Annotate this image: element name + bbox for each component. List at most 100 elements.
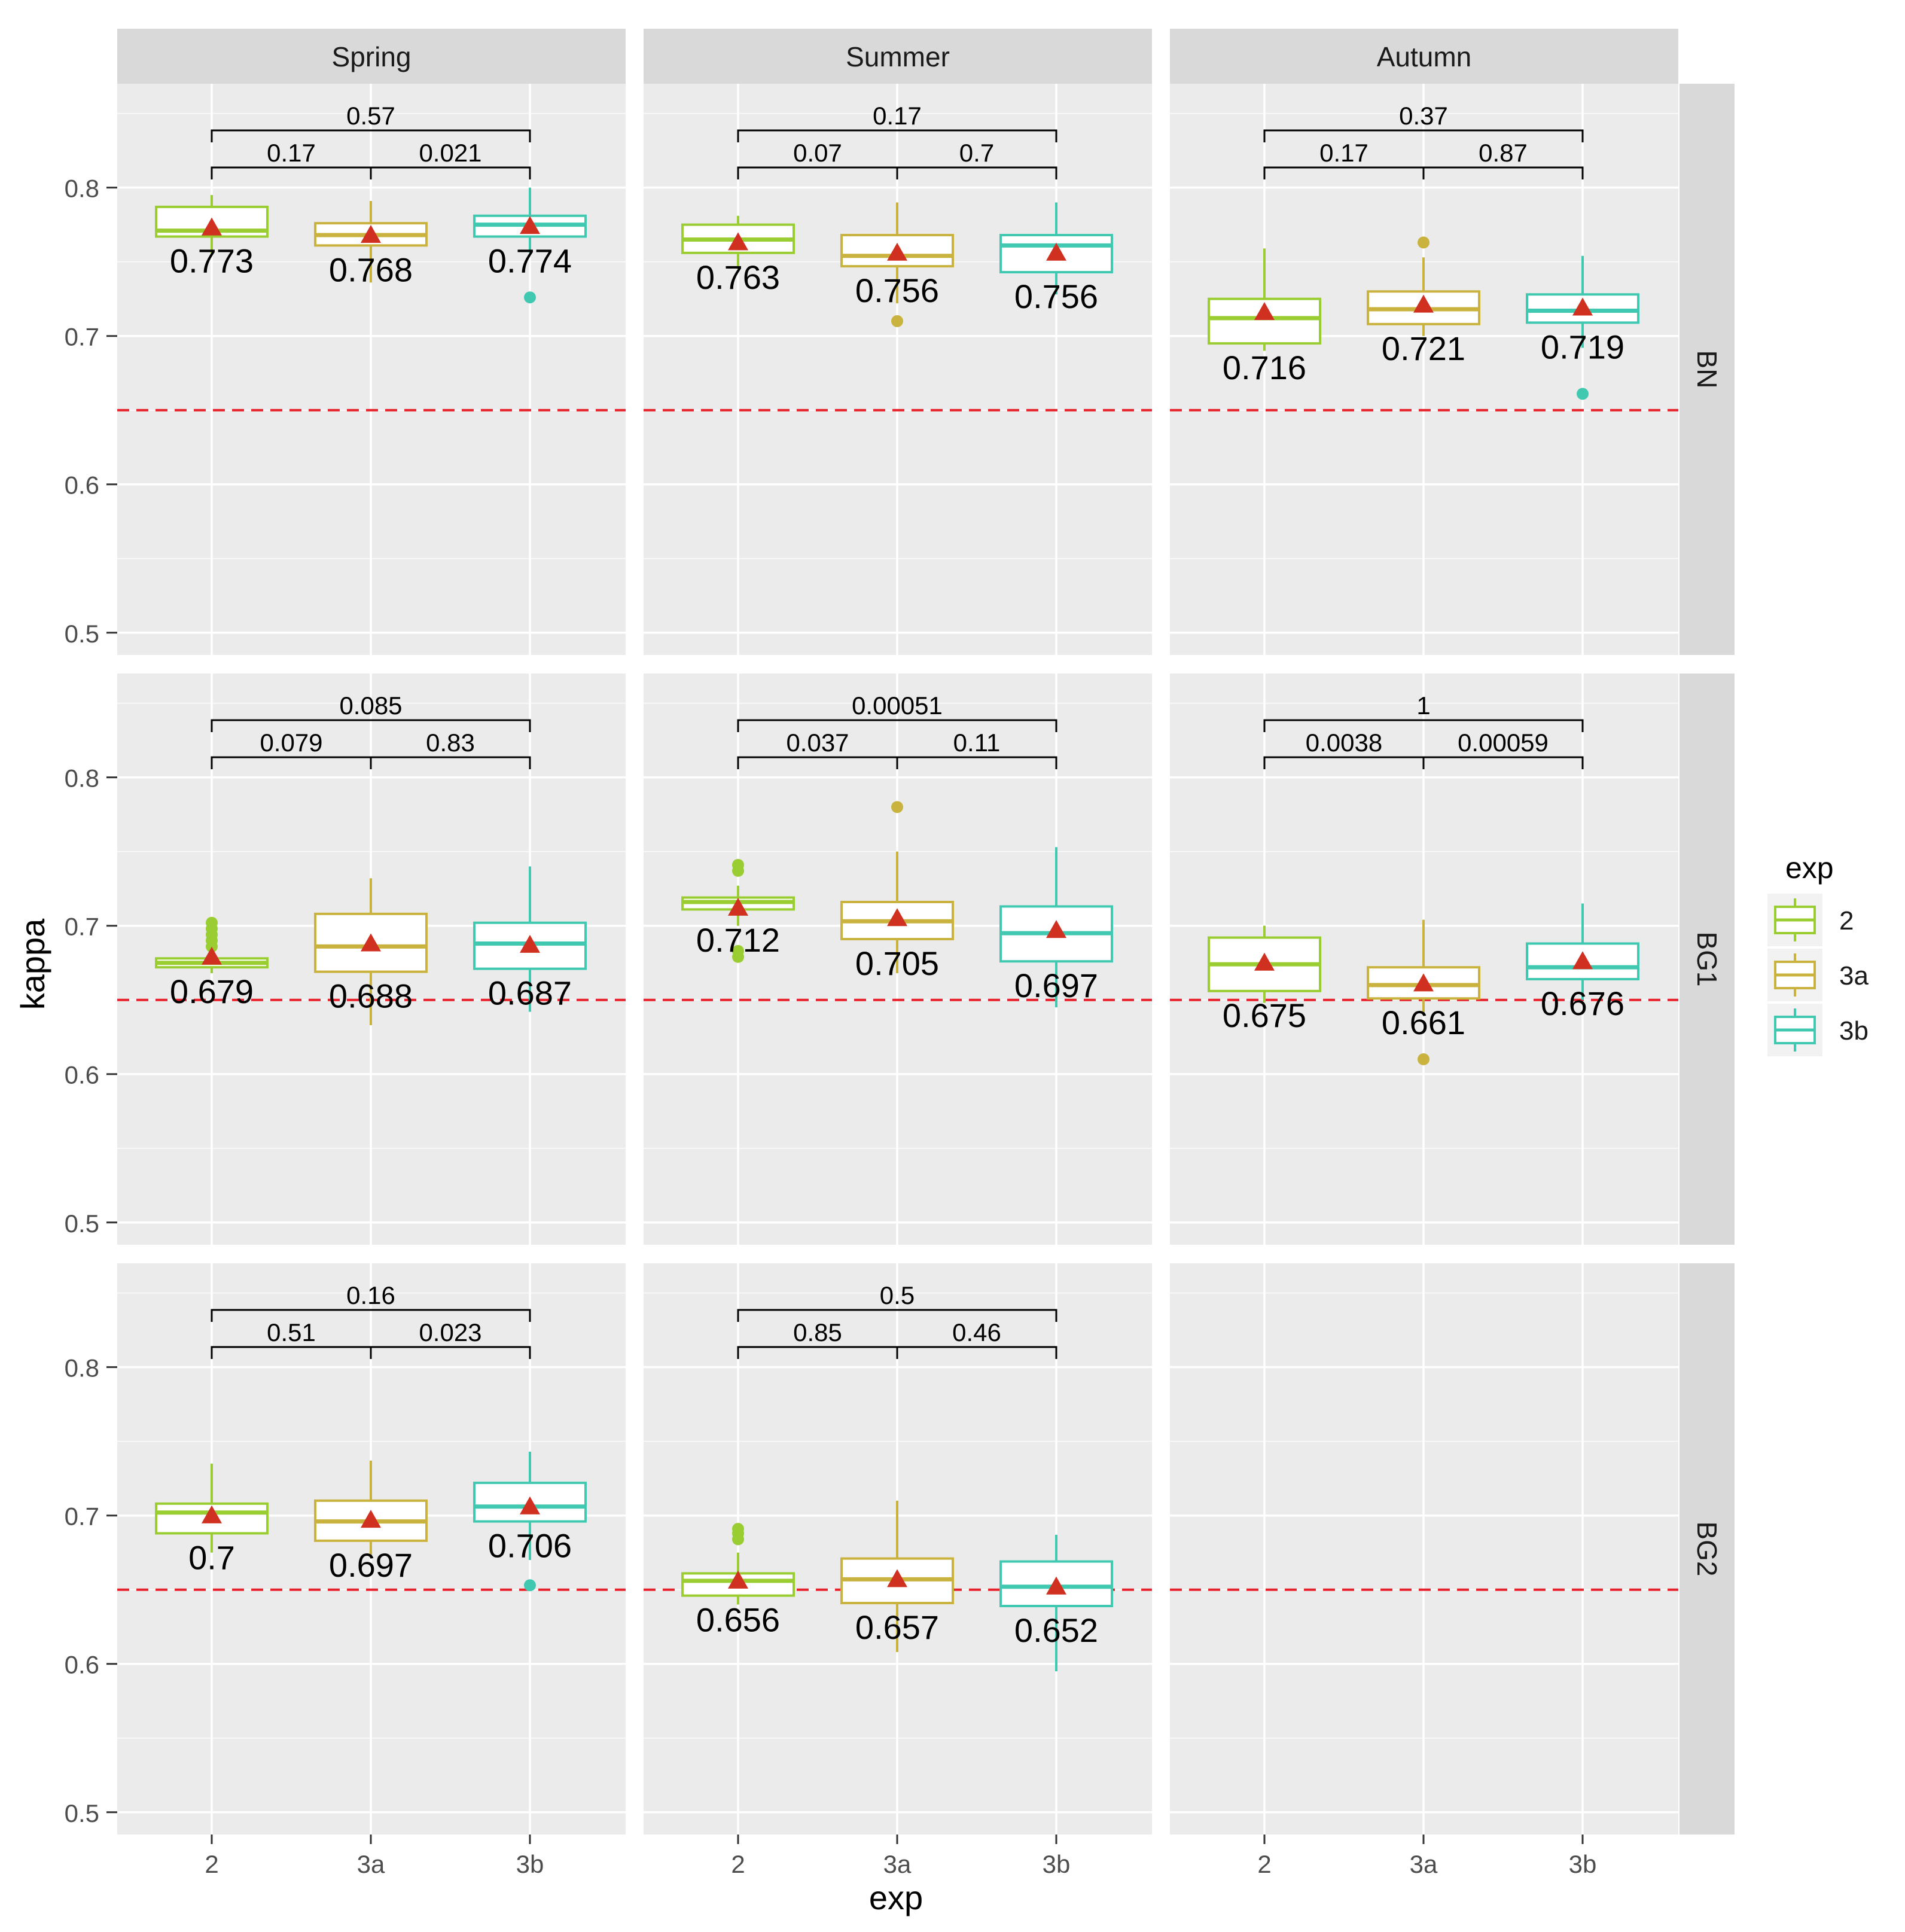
box-2: 0.716 [1208, 248, 1321, 386]
pvalue-3a-vs-3b: 0.023 [419, 1318, 481, 1346]
y-tick-label: 0.5 [65, 1209, 99, 1238]
y-tick-label: 0.6 [65, 471, 99, 499]
x-tick-label: 2 [731, 1850, 745, 1878]
outlier-point [891, 315, 903, 327]
pvalue-3a-vs-3b: 0.7 [959, 139, 994, 167]
mean-marker [1413, 973, 1434, 992]
x-tick-label: 3a [357, 1850, 385, 1878]
pvalue-3a-vs-3b: 0.11 [953, 729, 1001, 757]
pvalue-2-vs-3b: 0.57 [346, 102, 395, 130]
mean-marker [202, 1505, 222, 1523]
legend-title: exp [1785, 851, 1834, 885]
mean-marker [202, 217, 222, 236]
x-tick-label: 3b [1569, 1850, 1597, 1878]
x-axes: 2 3a 3b 2 3a 3b 2 3a 3b [205, 1835, 1596, 1878]
strip-summer [644, 29, 1152, 84]
box-2: 0.675 [1208, 925, 1321, 1034]
box-2: 0.773 [155, 195, 269, 279]
mean-label: 0.676 [1541, 985, 1624, 1022]
significance-brackets: 0.037 0.11 0.00051 [737, 691, 1057, 769]
box-3b: 0.774 [473, 187, 587, 304]
significance-brackets: 0.51 0.023 0.16 [211, 1281, 531, 1359]
bracket-upper [1263, 129, 1584, 142]
y-tick-label: 0.5 [65, 1799, 99, 1827]
pvalue-2-vs-3a: 0.85 [793, 1318, 842, 1346]
mean-marker [1413, 294, 1434, 313]
mean-marker [520, 216, 540, 234]
strip-bn [1680, 84, 1735, 655]
box-2: 0.656 [681, 1523, 795, 1639]
mean-label: 0.687 [488, 974, 572, 1012]
mean-label: 0.706 [488, 1527, 572, 1565]
box-3a: 0.721 [1367, 236, 1480, 367]
mean-marker [887, 1569, 907, 1587]
significance-brackets: 0.07 0.7 0.17 [737, 102, 1057, 179]
significance-brackets: 0.079 0.83 0.085 [211, 691, 531, 769]
box-3a: 0.705 [840, 801, 954, 982]
mean-marker [887, 242, 907, 261]
panel-bn-autumn: 0.716 0.721 0.719 0.17 0.87 0.37 [1170, 84, 1678, 655]
significance-brackets: 0.0038 0.00059 1 [1263, 691, 1584, 769]
pvalue-2-vs-3b: 0.00051 [852, 691, 943, 720]
strip-label-autumn: Autumn [1377, 41, 1472, 72]
x-tick-label: 3a [883, 1850, 912, 1878]
box-3a: 0.768 [314, 200, 428, 288]
box-3b: 0.706 [473, 1452, 587, 1592]
significance-brackets: 0.85 0.46 0.5 [737, 1281, 1057, 1359]
mean-marker [728, 1570, 748, 1589]
mean-label: 0.657 [855, 1608, 939, 1646]
strip-spring [117, 29, 626, 84]
mean-label: 0.756 [1014, 278, 1098, 315]
y-tick-label: 0.7 [65, 1503, 99, 1531]
pvalue-2-vs-3b: 0.085 [339, 691, 402, 720]
outlier-point [524, 291, 536, 304]
x-tick-label: 2 [1257, 1850, 1271, 1878]
mean-marker [728, 232, 748, 251]
pvalue-2-vs-3b: 0.5 [880, 1281, 915, 1309]
mean-marker [361, 1510, 381, 1528]
bracket-upper [737, 1309, 1057, 1322]
panel-bg2-autumn [1170, 1263, 1678, 1835]
strip-autumn [1170, 29, 1678, 84]
pvalue-2-vs-3b: 0.37 [1399, 102, 1448, 130]
legend-item-3a: 3a [1767, 949, 1869, 1001]
box-3a: 0.657 [840, 1500, 954, 1652]
y-tick-label: 0.7 [65, 913, 99, 941]
mean-label: 0.688 [329, 977, 413, 1015]
pvalue-2-vs-3a: 0.037 [786, 729, 849, 757]
bracket-upper [737, 719, 1057, 732]
x-tick-label: 3b [516, 1850, 544, 1878]
mean-label: 0.697 [1014, 967, 1098, 1004]
panel-bn-spring: 0.773 0.768 0.774 0.17 0.021 0.57 [117, 84, 626, 655]
legend-item-2: 2 [1767, 894, 1854, 946]
legend: exp 2 3a 3b [1767, 851, 1869, 1056]
mean-marker [1572, 297, 1593, 316]
panel-bg1-autumn: 0.675 0.661 0.676 0.0038 0.00059 1 [1170, 674, 1678, 1245]
mean-marker [728, 897, 748, 916]
bracket-upper [1263, 719, 1584, 732]
mean-marker [1046, 1576, 1066, 1595]
box-3b: 0.756 [999, 202, 1113, 315]
y-tick-label: 0.6 [65, 1061, 99, 1089]
mean-label: 0.716 [1223, 349, 1306, 386]
strip-label-summer: Summer [846, 41, 950, 72]
strip-label-bg2: BG2 [1691, 1521, 1723, 1576]
pvalue-2-vs-3b: 0.16 [346, 1281, 395, 1309]
mean-marker [202, 946, 222, 965]
facet-strips: Spring Summer Autumn BN BG1 BG2 [117, 29, 1735, 1835]
box-3a: 0.756 [840, 202, 954, 327]
mean-label: 0.763 [696, 258, 780, 296]
mean-label: 0.768 [329, 251, 413, 288]
mean-label: 0.719 [1541, 328, 1624, 365]
box-3b: 0.697 [999, 847, 1113, 1008]
strip-label-bg1: BG1 [1691, 931, 1723, 986]
outlier-point [524, 1579, 536, 1592]
legend-item-label: 2 [1839, 906, 1854, 935]
pvalue-2-vs-3a: 0.51 [267, 1318, 316, 1346]
mean-marker [1046, 920, 1066, 938]
significance-brackets: 0.17 0.87 0.37 [1263, 102, 1584, 179]
panel-bg2-spring: 0.7 0.697 0.706 0.51 0.023 0.16 [117, 1263, 626, 1835]
bracket-upper [737, 129, 1057, 142]
pvalue-2-vs-3a: 0.0038 [1306, 729, 1382, 757]
